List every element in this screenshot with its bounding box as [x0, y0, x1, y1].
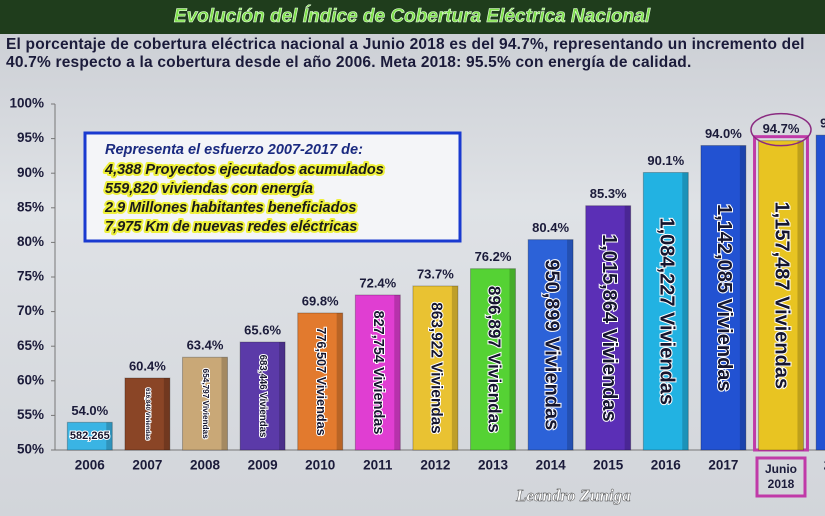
y-tick-label: 65% [17, 338, 44, 353]
bar [585, 205, 632, 451]
bar [642, 172, 689, 451]
y-tick-label: 75% [17, 269, 44, 284]
x-tick-label: 2014 [536, 458, 567, 473]
value-label: 60.4% [129, 358, 166, 373]
annotation-line: 559,820 viviendas con energía [105, 181, 313, 197]
x-tick-label: 2015 [593, 458, 624, 473]
annotation-heading: Representa el esfuerzo 2007-2017 de: [105, 142, 363, 158]
x-tick-label: 2011 [363, 458, 393, 473]
bar [124, 377, 171, 451]
annotation-line: 4,388 Proyectos ejecutados acumulados [104, 162, 384, 178]
bar [354, 294, 401, 451]
value-label: 94.0% [705, 126, 742, 141]
bar [700, 145, 747, 451]
y-tick-label: 95% [17, 130, 44, 145]
bar-shade [221, 357, 228, 450]
x-tick-label: 2018 [824, 458, 825, 473]
bar-shade [624, 205, 631, 450]
value-label: 90.1% [647, 153, 684, 168]
bar [66, 421, 113, 451]
bar-shade [509, 268, 516, 450]
subtitle: El porcentaje de cobertura eléctrica nac… [6, 36, 805, 71]
y-tick-label: 55% [17, 407, 44, 422]
bar-text: 827,754 Viviendas [370, 311, 386, 435]
x-tick-label: 2010 [305, 458, 335, 473]
bar [470, 268, 516, 451]
x-tick-label: Junio 2018 [765, 462, 797, 491]
chart-title: Evolución del Índice de Cobertura Eléctr… [174, 5, 651, 27]
bar-text: 776,507 Viviendas [314, 327, 328, 435]
bar-shade [682, 172, 689, 450]
value-label: 94.7% [763, 121, 800, 136]
bar-shade [163, 378, 170, 450]
x-tick-label: 2017 [708, 458, 738, 473]
x-tick-label: 2006 [75, 458, 106, 473]
bar-text: 1,084,227 Viviendas [656, 217, 678, 405]
x-tick-label: 2008 [190, 458, 221, 473]
value-label: 65.6% [244, 322, 281, 337]
annotation-line: 2.9 Millones habitantes beneficiados [104, 200, 356, 216]
x-tick-label: 2009 [248, 458, 278, 473]
highlight-ring [750, 112, 812, 147]
bar [815, 134, 825, 451]
bar [758, 140, 804, 451]
y-tick-label: 70% [17, 303, 44, 318]
y-tick-label: 100% [9, 96, 44, 111]
x-tick-label: 2013 [478, 458, 509, 473]
value-label: 72.4% [359, 275, 396, 290]
bar-shade [797, 140, 804, 450]
bar [297, 312, 344, 451]
value-label: 73.7% [417, 266, 454, 281]
x-tick-label: 2007 [132, 458, 162, 473]
bar-text: 1,015,864 Viviendas [598, 234, 620, 422]
x-tick-label: 2012 [420, 458, 450, 473]
value-label: 63.4% [187, 338, 224, 353]
y-tick-label: 50% [17, 442, 44, 457]
value-label: 80.4% [532, 220, 569, 235]
value-label: 95.5% [820, 116, 825, 131]
annotation-box [83, 131, 462, 243]
bar-text: 1,142,085 Viviendas [713, 204, 735, 392]
value-label: 85.3% [590, 186, 627, 201]
y-tick-label: 60% [17, 372, 44, 387]
credit: Leandro Zuniga [515, 486, 631, 505]
bar-shade [567, 239, 574, 450]
value-label: 54.0% [71, 403, 108, 418]
x-tick-label: 2016 [651, 458, 682, 473]
y-tick-label: 85% [17, 199, 44, 214]
bar-text: 896,897 Viviendas [484, 286, 504, 433]
bar-text: 683,446 Viviendas [257, 355, 268, 438]
bar-shade [106, 422, 113, 450]
bar [239, 341, 286, 451]
bar [527, 239, 574, 451]
bar-text: 950,899 Viviendas [540, 259, 562, 430]
bar-text: 863,922 Viviendas [427, 302, 444, 434]
bar-shade [279, 342, 286, 450]
y-tick-label: 90% [17, 165, 44, 180]
bar-shade [739, 145, 746, 450]
bar [412, 285, 459, 451]
bar-text: 1,157,487 Viviendas [771, 202, 793, 390]
bar-shade [394, 294, 401, 450]
bar-shade [451, 285, 458, 450]
y-tick-label: 80% [17, 234, 44, 249]
bar-text: 582,265 [70, 430, 110, 442]
bar-shade [336, 312, 343, 450]
bar-text: 616,840 Viviendas [144, 388, 151, 441]
category-frame [755, 456, 807, 498]
value-label: 76.2% [475, 249, 512, 264]
annotation-line: 7,975 Km de nuevas redes eléctricas [105, 219, 357, 235]
bar-text: 654,797 Viviendas [201, 369, 210, 439]
value-label: 69.8% [302, 293, 339, 308]
title-band [0, 0, 825, 34]
bar [182, 356, 228, 451]
